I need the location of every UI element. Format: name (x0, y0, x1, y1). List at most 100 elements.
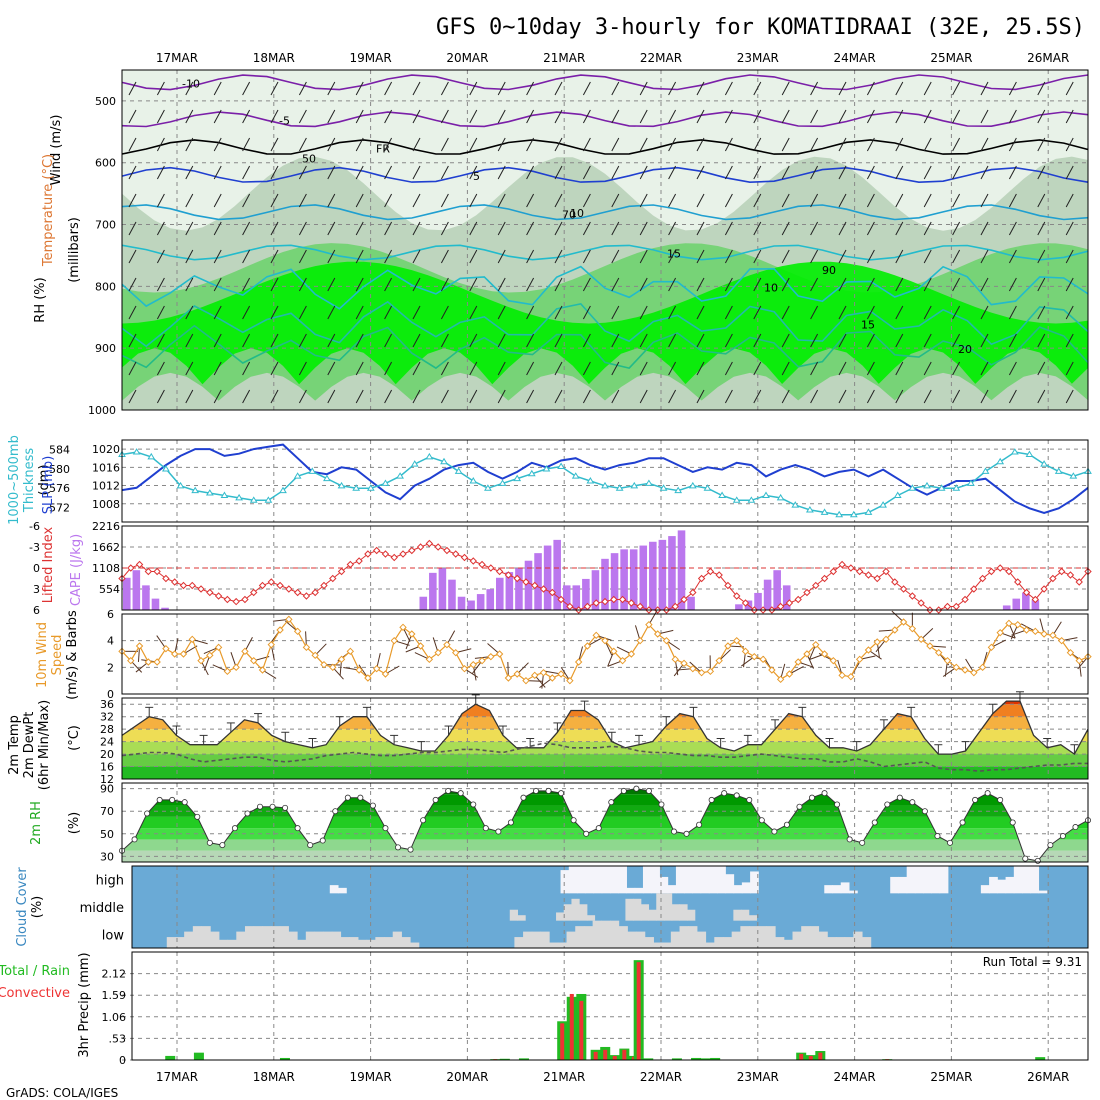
cloud-cell (853, 931, 863, 948)
wind-barb (668, 165, 677, 180)
wind-barb (554, 333, 563, 348)
wind-barb (185, 249, 194, 264)
rh-marker (708, 796, 715, 803)
precip-legend-total: Total / Rain (0, 964, 70, 979)
cloud-cell (656, 893, 665, 921)
cloud-cell (244, 926, 255, 948)
cloud-cell (384, 937, 394, 948)
wind-barb (668, 333, 677, 348)
tick-label: 1012 (92, 480, 120, 493)
wind-barb (384, 81, 393, 96)
wind-barb (668, 277, 677, 292)
wind-barb (1037, 137, 1046, 152)
rh-marker (369, 802, 376, 809)
cloud-cell (692, 866, 702, 894)
wind-barb (332, 666, 344, 680)
cloud-cell (166, 937, 176, 948)
wind-barb (440, 165, 449, 180)
rh-panel: 30 50 70 90 2m RH (%) (29, 782, 1092, 864)
wind-barb (384, 389, 393, 404)
lifted-axis-label-line: Lifted Index (41, 526, 56, 603)
wind-barb (639, 165, 648, 180)
cape-bar (668, 536, 676, 610)
rh-marker (1022, 855, 1029, 862)
wind-speed-marker (408, 630, 416, 638)
day-label-bottom: 24MAR (834, 1070, 876, 1084)
cloud-cell (366, 939, 376, 948)
lifted-index-marker (425, 539, 434, 548)
wind-barb (696, 277, 705, 292)
thickness-marker (820, 508, 829, 515)
wind-barb (516, 662, 529, 675)
wind-speed-marker (794, 658, 802, 666)
wind-speed-marker (741, 647, 750, 656)
cape-axis-label: CAPE (J/kg) (69, 534, 84, 606)
wind-barb (810, 361, 819, 376)
cape-bar (582, 578, 590, 610)
cape-bar (1002, 605, 1011, 610)
wind-speed-marker (733, 636, 741, 645)
pressure-axis-label-line: (millibars) (67, 217, 82, 283)
temperature-axis-label: 2m Temp2m DewPt(6hr Min/Max) (7, 700, 52, 790)
cloud-cell (279, 926, 289, 948)
rh-marker (620, 787, 627, 794)
rh-marker (407, 846, 414, 853)
thickness-marker (645, 479, 653, 486)
cloud-cell (708, 866, 718, 894)
cloud-cell (305, 931, 316, 948)
wind-barb (412, 249, 421, 264)
wind-barb (355, 305, 364, 320)
lifted-index-marker (302, 592, 311, 600)
cape-bar (773, 570, 781, 610)
wind-barb (526, 165, 535, 180)
lifted-index-marker (179, 581, 188, 590)
wind-barb (920, 628, 934, 640)
lifted-index-marker (733, 592, 741, 600)
cloud-cell (687, 909, 696, 921)
tick-label: 2216 (92, 520, 120, 533)
rh-marker (997, 796, 1004, 803)
wind-barb (639, 137, 648, 152)
tick-label: 600 (95, 157, 116, 170)
thickness-marker (659, 484, 668, 491)
wind-barb (1008, 389, 1017, 404)
temperature-contour (121, 204, 1089, 221)
wind-barb (668, 193, 677, 208)
lifted-index-marker (329, 574, 337, 583)
wind-speed-marker (267, 640, 275, 649)
lifted-index-marker (961, 595, 969, 604)
tick-label: 1662 (92, 541, 120, 554)
wind-barb (1008, 277, 1017, 292)
lifted-index-marker (408, 546, 416, 555)
wind-barb (526, 137, 535, 152)
wind-barb (952, 249, 961, 264)
wind-barb (668, 361, 677, 376)
wind-barb (440, 137, 449, 152)
wind-speed-marker (847, 672, 855, 681)
wind-barb (696, 333, 705, 348)
temperature-band (122, 766, 1088, 779)
cloud-cell (749, 926, 759, 948)
wind-barb (355, 109, 364, 124)
wind-barb (298, 361, 307, 376)
thickness-marker (981, 467, 990, 474)
cloud-cell (338, 887, 347, 894)
wind-axis-label-line: (m/s) & Barbs (65, 610, 80, 700)
wind-speed-marker (337, 655, 346, 664)
pressure-axis-label: (millibars) (67, 217, 82, 283)
thickness-marker (220, 491, 229, 498)
thickness-marker (440, 457, 448, 465)
wind-barb (952, 137, 961, 152)
wind-barb (185, 333, 194, 348)
wind-barb (668, 389, 677, 404)
wind-barb (298, 277, 307, 292)
wind-speed-marker (1014, 620, 1022, 629)
cloud-cell (980, 885, 990, 894)
wind-barb (213, 361, 222, 376)
wind-barb (156, 333, 165, 348)
wind-barb (696, 305, 705, 320)
precip-total-bar (643, 1058, 654, 1060)
wind-barb (213, 221, 222, 236)
temperature-contour (121, 244, 1089, 261)
